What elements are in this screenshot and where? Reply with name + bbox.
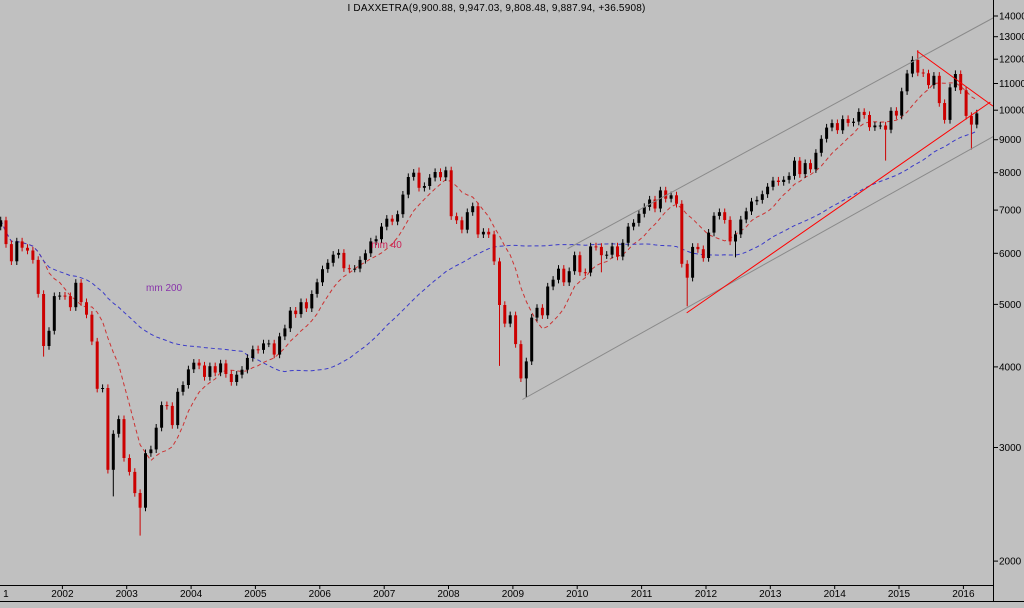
x-tick-label: 2012 [695, 589, 718, 600]
x-tick-label: 2016 [952, 589, 975, 600]
x-tick-label: 2002 [51, 589, 74, 600]
y-tick-label: 4000 [999, 362, 1022, 373]
x-tick-label: 2007 [373, 589, 396, 600]
y-tick-label: 10000 [999, 106, 1024, 117]
x-tick-label: 1 [3, 589, 9, 600]
red-resistance-line [916, 50, 994, 107]
y-tick-label: 14000 [999, 12, 1024, 23]
ma-label-9: mm 40 [371, 240, 402, 251]
y-tick-label: 6000 [999, 249, 1022, 260]
x-tick-label: 2014 [824, 589, 847, 600]
y-tick-label: 13000 [999, 32, 1024, 43]
ma-9-line [0, 82, 978, 462]
x-axis-labels: 1 2002 2003 2004 2005 2006 2007 2008 2009 2010 201… [3, 589, 975, 600]
x-tick-label: 2013 [759, 589, 782, 600]
channel-lower-line [522, 136, 994, 400]
price-candles [0, 50, 979, 536]
y-tick-label: 5000 [999, 300, 1022, 311]
y-tick-label: 3000 [999, 443, 1022, 454]
y-tick-label: 7000 [999, 206, 1022, 217]
ma-label-46: mm 200 [146, 283, 183, 294]
x-tick-label: 2015 [888, 589, 911, 600]
y-tick-label: 8000 [999, 168, 1022, 179]
ma-46-line [0, 130, 978, 373]
y-tick-label: 9000 [999, 135, 1022, 146]
x-tick-label: 2005 [244, 589, 267, 600]
y-tick-label: 12000 [999, 55, 1024, 66]
trend-lines [522, 17, 994, 400]
x-tick-label: 2010 [566, 589, 589, 600]
x-tick-label: 2004 [180, 589, 203, 600]
x-tick-label: 2008 [437, 589, 460, 600]
red-support-line [686, 101, 991, 314]
y-axis-labels: 14000 13000 12000 11000 10000 9000 8000 7000 600… [999, 12, 1024, 568]
x-tick-label: 2011 [631, 589, 653, 600]
x-tick-label: 2009 [502, 589, 525, 600]
x-tick-label: 2003 [116, 589, 139, 600]
chart-title: I DAXXETRA(9,900.88, 9,947.03, 9,808.48,… [347, 3, 646, 14]
x-tick-label: 2006 [309, 589, 332, 600]
channel-upper-line [567, 17, 994, 250]
y-tick-label: 2000 [999, 557, 1022, 568]
y-tick-label: 11000 [999, 79, 1024, 90]
